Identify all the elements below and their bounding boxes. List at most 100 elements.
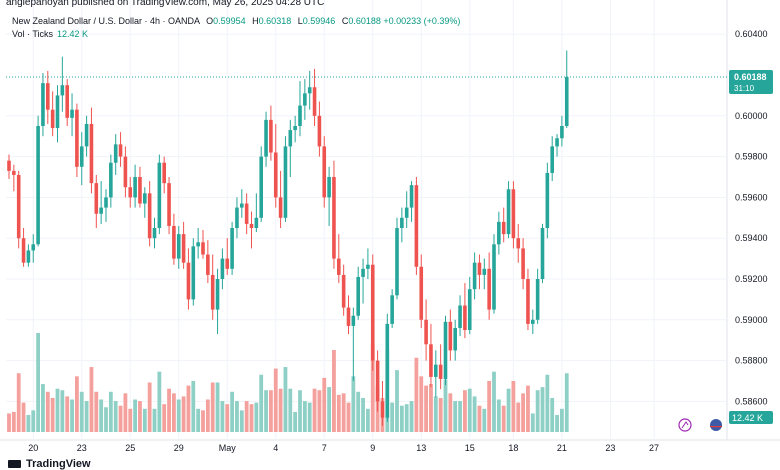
candle-body	[118, 144, 123, 157]
candle-body	[79, 146, 84, 167]
candle-body	[70, 109, 74, 118]
candle-body	[84, 123, 89, 147]
candle-body	[332, 177, 336, 259]
volume-bar	[147, 382, 152, 432]
candle-body	[172, 225, 176, 259]
volume-bar	[404, 404, 409, 432]
candle-body	[482, 268, 487, 275]
candle-body	[526, 279, 530, 324]
candle-body	[230, 228, 234, 269]
volume-bar	[65, 396, 70, 432]
volume-bar	[201, 410, 205, 432]
volume-bar	[332, 350, 336, 432]
volume-bar	[50, 397, 55, 432]
candle-body	[283, 146, 288, 218]
publish-caption: anglepanoyan published on TradingView.co…	[6, 0, 325, 8]
volume-bar	[11, 411, 16, 432]
volume-bar	[370, 343, 375, 432]
candle-body	[400, 217, 404, 228]
volume-bar	[133, 399, 137, 432]
y-tick-label: 0.59200	[735, 274, 768, 284]
candle-body	[240, 203, 244, 208]
candle-body	[7, 160, 11, 171]
candle-body	[109, 162, 113, 198]
candle-body	[346, 307, 351, 326]
candle-body	[438, 364, 443, 379]
candle-body	[497, 221, 501, 245]
candle-body	[225, 258, 230, 269]
volume-bar	[191, 380, 196, 432]
candle-body	[375, 360, 380, 402]
candle-body	[293, 126, 297, 131]
candle-body	[341, 274, 346, 308]
y-tick-label: 0.59000	[735, 315, 768, 325]
x-tick-label: May	[219, 443, 237, 453]
candle-body	[113, 144, 118, 163]
open-value: 0.59954	[213, 16, 246, 26]
volume-bar	[511, 380, 516, 432]
volume-bar	[31, 410, 36, 432]
volume-bar	[501, 405, 506, 432]
candle-body	[191, 246, 196, 300]
volume-bar	[75, 376, 79, 432]
volume-bar	[172, 393, 176, 432]
volume-bar	[535, 390, 540, 432]
y-tick-label: 0.58600	[735, 396, 768, 406]
candle-body	[278, 197, 283, 218]
candle-body	[511, 189, 516, 239]
candle-body	[506, 189, 511, 235]
volume-bar	[36, 333, 40, 432]
symbol-name: New Zealand Dollar / U.S. Dollar · 4h · …	[12, 16, 200, 26]
candle-body	[322, 146, 327, 198]
y-tick-label: 0.59800	[735, 152, 768, 162]
candle-body	[157, 162, 162, 228]
volume-bar	[264, 390, 268, 432]
volume-bar	[196, 408, 201, 432]
x-tick-label: 29	[174, 443, 184, 453]
close-value: 0.60188	[348, 16, 381, 26]
volume-value: 12.42 K	[57, 29, 89, 39]
candle-body	[361, 268, 365, 277]
candle-body	[492, 244, 496, 310]
volume-bar	[564, 373, 569, 432]
change-value: +0.00233 (+0.39%)	[383, 16, 461, 26]
candle-body	[60, 85, 65, 96]
candle-body	[380, 401, 385, 418]
volume-bar	[60, 390, 65, 432]
candle-body	[264, 119, 268, 157]
x-tick-label: 23	[77, 443, 87, 453]
volume-bar	[302, 401, 307, 432]
volume-bar	[79, 391, 84, 432]
candle-body	[298, 105, 302, 126]
candle-body	[419, 266, 424, 320]
volume-bar	[366, 408, 370, 432]
us-flag-icon	[710, 419, 722, 431]
candle-body	[269, 119, 273, 153]
candle-body	[215, 279, 220, 310]
candle-body	[16, 174, 21, 239]
volume-bar	[409, 401, 414, 432]
x-tick-label: 23	[605, 443, 615, 453]
volume-legend: Vol · Ticks 12.42 K	[12, 29, 88, 39]
volume-bar	[104, 407, 108, 432]
high-label: H	[252, 16, 259, 26]
volume-bar	[152, 408, 157, 432]
volume-bar	[16, 373, 21, 432]
candle-body	[337, 258, 341, 275]
volume-badge-label: 12.42 K	[732, 413, 763, 423]
volume-bar	[312, 388, 317, 432]
candle-body	[540, 228, 545, 279]
x-tick-label: 25	[125, 443, 135, 453]
volume-bar	[341, 393, 346, 432]
volume-bar	[414, 357, 419, 432]
volume-bar	[273, 368, 278, 432]
candle-body	[206, 254, 210, 275]
candle-body	[94, 183, 99, 214]
candle-body	[147, 193, 152, 239]
volume-bar	[530, 413, 535, 432]
volume-bar	[351, 376, 356, 432]
x-tick-label: 27	[649, 443, 659, 453]
volume-bar	[269, 390, 273, 432]
volume-bar	[113, 401, 118, 432]
